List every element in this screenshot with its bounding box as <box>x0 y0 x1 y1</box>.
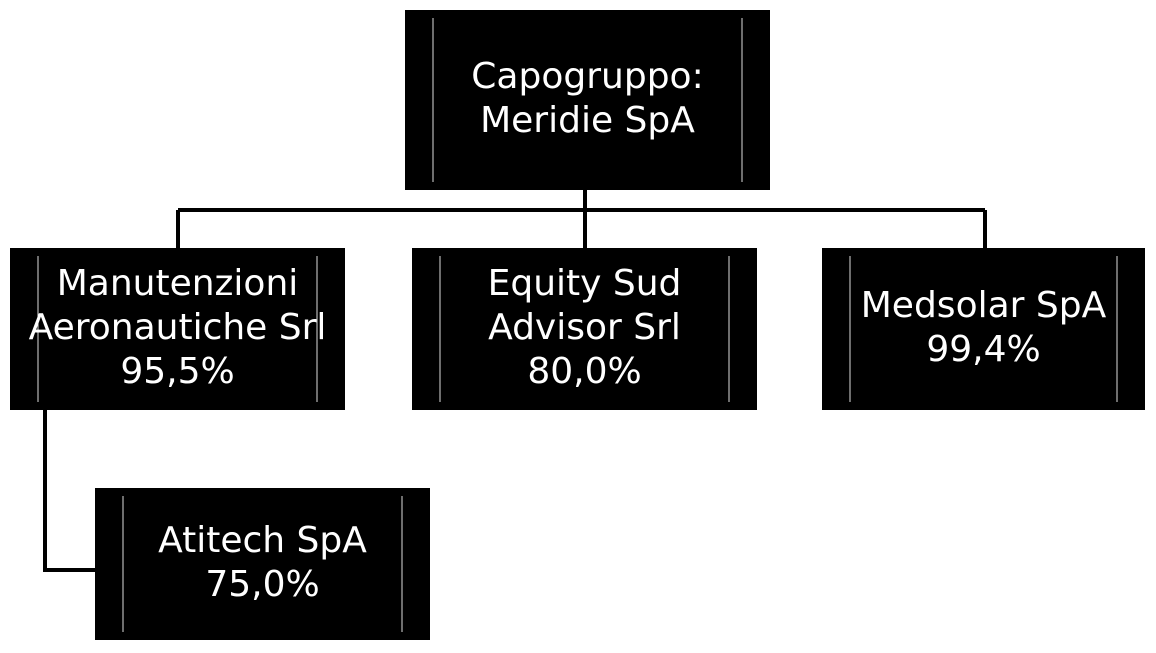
node-box <box>412 248 757 410</box>
node-label: Medsolar SpA <box>861 285 1107 326</box>
node-label: Aeronautiche Srl <box>29 307 327 348</box>
node-label: 95,5% <box>120 351 234 392</box>
connector <box>43 410 97 572</box>
node-label: Capogruppo: <box>471 56 703 97</box>
node-label: 80,0% <box>527 351 641 392</box>
node-label: 75,0% <box>205 564 319 605</box>
connectors <box>43 190 987 572</box>
node-label: Equity Sud <box>488 263 682 304</box>
node-box <box>10 248 345 410</box>
node-label: Meridie SpA <box>480 100 695 141</box>
node-label: 99,4% <box>926 329 1040 370</box>
node-label: Manutenzioni <box>57 263 299 304</box>
node-box <box>822 248 1145 410</box>
node-box <box>95 488 430 640</box>
node-label: Advisor Srl <box>488 307 681 348</box>
node-label: Atitech SpA <box>158 520 367 561</box>
node-box <box>405 10 770 190</box>
